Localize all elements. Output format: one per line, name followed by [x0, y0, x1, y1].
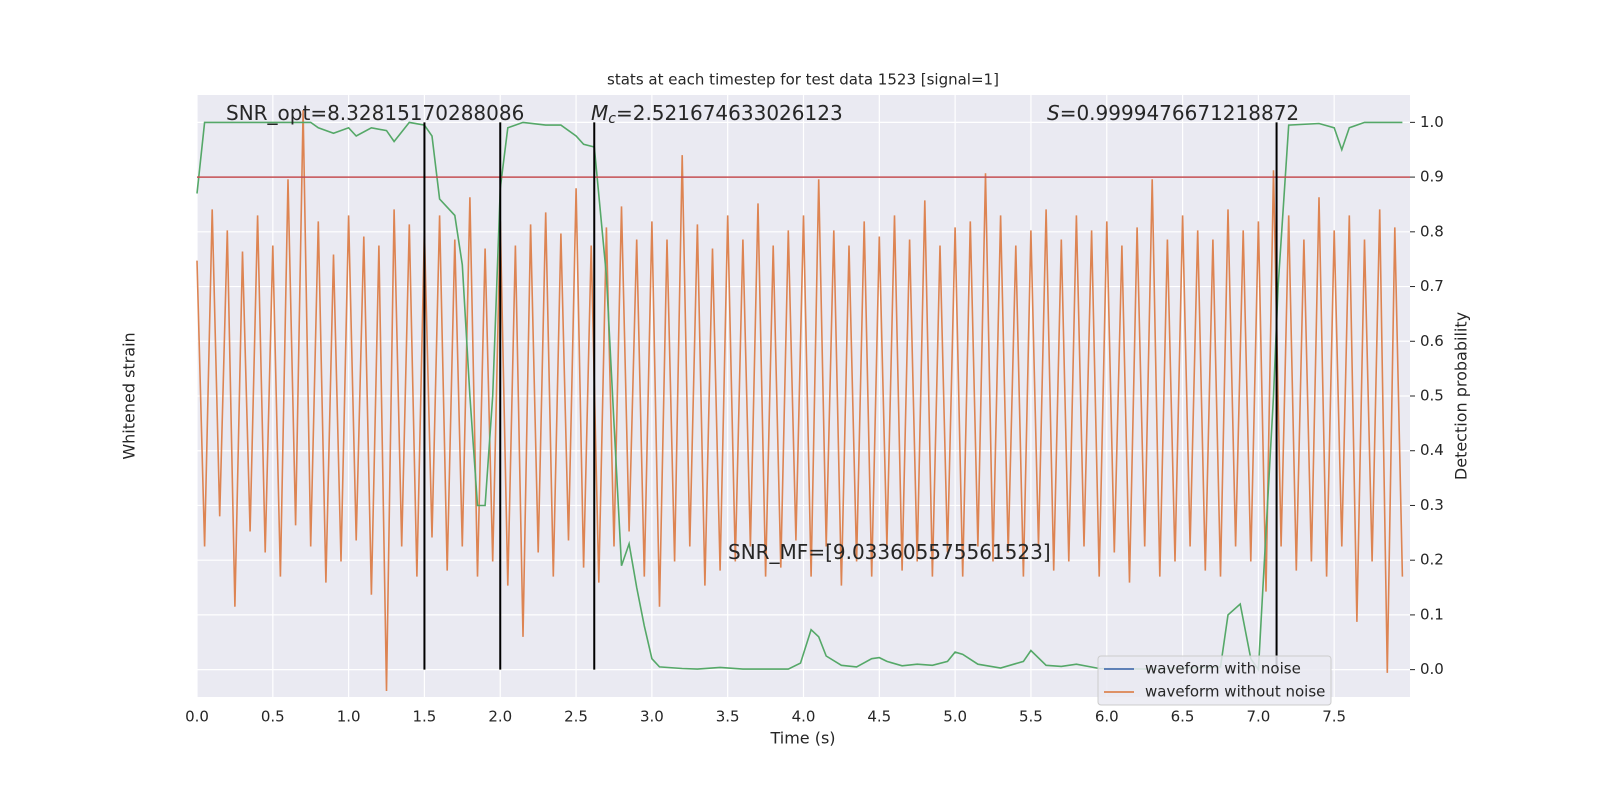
- x-tick-label: 0.0: [185, 708, 209, 726]
- x-tick-label: 1.0: [337, 708, 361, 726]
- y2-axis-label: Detection probability: [1452, 312, 1471, 480]
- y2-tick-label: 0.7: [1420, 277, 1444, 295]
- annotation: SNR_MF=[9.033605575561523]: [728, 540, 1051, 564]
- legend-box: [1097, 655, 1332, 706]
- annotation: SNR_opt=8.32815170288086: [226, 101, 524, 125]
- annotation-text: SNR_MF=[9.033605575561523]: [728, 540, 1051, 564]
- x-tick-label: 3.0: [640, 708, 664, 726]
- y2-tick-label: 0.4: [1420, 441, 1444, 459]
- annotation-subscript: c: [608, 111, 616, 127]
- x-tick-label: 2.0: [488, 708, 512, 726]
- chart-title: stats at each timestep for test data 152…: [607, 71, 999, 89]
- annotation-symbol: S: [1047, 101, 1060, 125]
- x-axis-label: Time (s): [769, 729, 835, 748]
- x-tick-label: 0.5: [261, 708, 285, 726]
- y2-tick-label: 0.6: [1420, 332, 1444, 350]
- annotation-text: =2.521674633026123: [616, 101, 843, 125]
- y2-tick-label: 0.8: [1420, 222, 1444, 240]
- x-tick-label: 1.5: [413, 708, 437, 726]
- x-tick-label: 3.5: [716, 708, 740, 726]
- x-tick-label: 6.5: [1171, 708, 1195, 726]
- x-tick-label: 7.0: [1246, 708, 1270, 726]
- y2-tick-label: 0.9: [1420, 168, 1444, 186]
- x-tick-label: 4.0: [792, 708, 816, 726]
- x-tick-label: 7.5: [1322, 708, 1346, 726]
- y2-tick-label: 0.1: [1420, 605, 1444, 623]
- y2-tick-label: 1.0: [1420, 113, 1444, 131]
- annotation-text: =0.9999476671218872: [1060, 101, 1299, 125]
- annotation-text: SNR_opt=8.32815170288086: [226, 101, 524, 125]
- legend-label: waveform without noise: [1145, 683, 1325, 701]
- x-tick-label: 5.5: [1019, 708, 1043, 726]
- x-tick-label: 2.5: [564, 708, 588, 726]
- annotation-symbol: M: [591, 101, 608, 125]
- annotation: S=0.9999476671218872: [1047, 101, 1299, 125]
- y-axis-label: Whitened strain: [120, 332, 139, 459]
- series-line: [196, 110, 1404, 692]
- x-tick-label: 6.0: [1095, 708, 1119, 726]
- y2-tick-label: 0.5: [1420, 387, 1444, 405]
- legend-label: waveform with noise: [1145, 660, 1301, 678]
- y2-tick-label: 0.3: [1420, 496, 1444, 514]
- annotation: Mc=2.521674633026123: [591, 101, 843, 128]
- x-tick-label: 5.0: [943, 708, 967, 726]
- y2-tick-label: 0.0: [1420, 660, 1444, 678]
- x-tick-label: 4.5: [867, 708, 891, 726]
- y2-tick-label: 0.2: [1420, 551, 1444, 569]
